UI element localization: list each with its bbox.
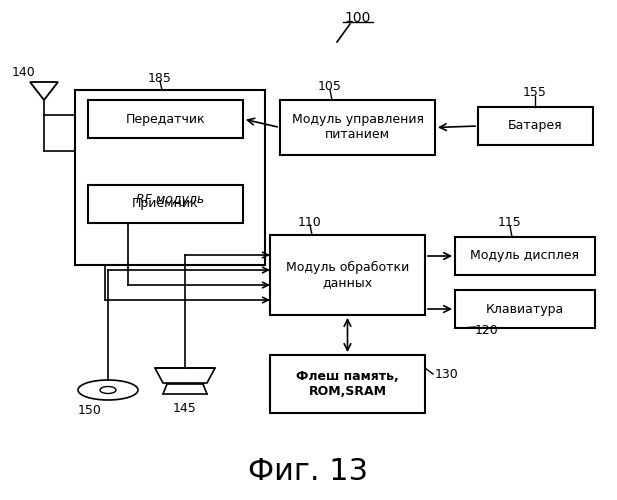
Bar (88, 100, 243, 138)
Bar (270, 235, 425, 315)
Bar (88, 185, 243, 223)
Text: Модуль обработки
данных: Модуль обработки данных (286, 261, 409, 289)
Text: Батарея: Батарея (508, 120, 563, 132)
Text: 100: 100 (345, 11, 371, 25)
Text: 145: 145 (173, 402, 197, 414)
Text: 115: 115 (498, 216, 522, 230)
Text: Приемник: Приемник (132, 198, 199, 210)
Text: 150: 150 (78, 404, 102, 416)
Bar (75, 90, 265, 265)
Bar (478, 107, 593, 145)
Text: Флеш память,
ROM,SRAM: Флеш память, ROM,SRAM (296, 370, 399, 398)
Text: 140: 140 (12, 66, 36, 78)
Text: 105: 105 (318, 80, 342, 94)
Text: 185: 185 (148, 72, 172, 85)
Text: 120: 120 (475, 324, 499, 336)
Bar (270, 355, 425, 413)
Text: Передатчик: Передатчик (126, 112, 205, 126)
Text: 110: 110 (298, 216, 322, 228)
Text: Фиг. 13: Фиг. 13 (248, 458, 368, 486)
Text: Модуль управления
питанием: Модуль управления питанием (291, 114, 423, 141)
Text: RF модуль: RF модуль (136, 194, 204, 206)
Bar (455, 237, 595, 275)
Bar (280, 100, 435, 155)
Text: 130: 130 (435, 368, 459, 382)
Text: 155: 155 (523, 86, 547, 100)
Bar (455, 290, 595, 328)
Text: Модуль дисплея: Модуль дисплея (471, 250, 579, 262)
Text: Клавиатура: Клавиатура (486, 302, 564, 316)
